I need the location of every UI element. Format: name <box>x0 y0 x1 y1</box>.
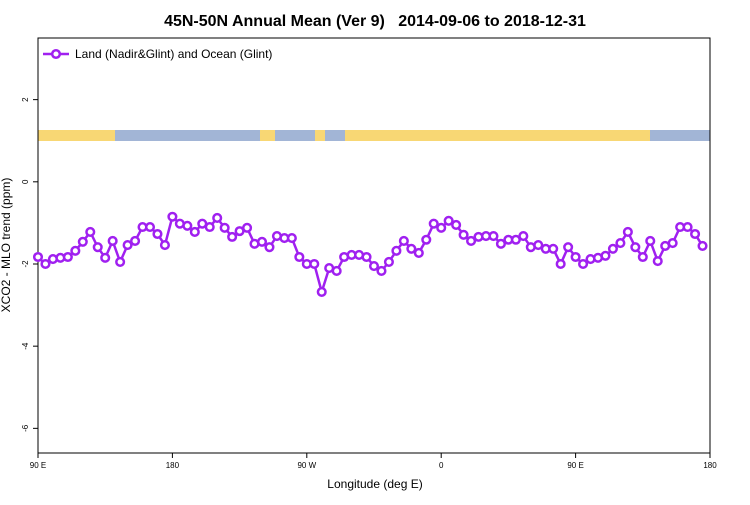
point <box>637 251 648 263</box>
point <box>518 230 529 242</box>
legend-label: Land (Nadir&Glint) and Ocean (Glint) <box>75 47 272 61</box>
point <box>555 258 566 270</box>
point <box>167 211 178 222</box>
point <box>227 231 238 242</box>
point <box>406 243 417 254</box>
y-axis-label: XCO2 - MLO trend (ppm) <box>0 178 13 313</box>
point <box>85 226 96 237</box>
point <box>40 258 51 270</box>
point <box>92 242 103 253</box>
point <box>622 226 633 237</box>
point <box>182 220 193 231</box>
point <box>451 219 462 231</box>
x-tick-label: 0 <box>439 461 444 470</box>
x-tick-label: 90 E <box>30 461 46 470</box>
point <box>391 245 402 256</box>
point <box>130 235 141 247</box>
point <box>309 258 320 270</box>
point <box>682 221 693 233</box>
point <box>466 235 477 247</box>
point <box>107 235 118 247</box>
x-axis-label: Longitude (deg E) <box>327 477 422 491</box>
point <box>152 228 163 240</box>
point <box>264 242 275 253</box>
legend-marker <box>50 48 62 60</box>
point <box>697 240 708 251</box>
point <box>630 242 641 253</box>
point <box>62 251 73 263</box>
point <box>122 240 133 251</box>
point <box>570 251 581 263</box>
point <box>578 258 589 270</box>
point <box>316 286 327 297</box>
point <box>436 222 447 233</box>
y-tick-label: 2 <box>21 97 30 102</box>
point <box>100 252 111 263</box>
point <box>144 221 156 233</box>
y-tick-label: -6 <box>21 424 30 432</box>
plot-frame <box>37 37 711 454</box>
point <box>383 256 394 267</box>
point <box>607 243 618 254</box>
point <box>645 235 656 247</box>
point <box>600 250 611 261</box>
point <box>286 233 297 244</box>
point <box>563 242 574 253</box>
point <box>189 226 200 237</box>
point <box>510 234 521 245</box>
point <box>443 215 454 226</box>
point <box>204 221 215 233</box>
point <box>533 240 544 251</box>
point <box>256 236 268 247</box>
point <box>242 222 253 233</box>
point <box>495 238 506 249</box>
point <box>219 222 230 233</box>
y-tick-label: -4 <box>21 342 30 350</box>
chart-title: 45N-50N Annual Mean (Ver 9) 2014-09-06 t… <box>164 13 586 30</box>
point <box>690 228 701 240</box>
point <box>32 251 44 263</box>
point <box>615 237 626 249</box>
point <box>413 247 424 258</box>
land-ocean-strip <box>38 130 710 141</box>
point <box>115 256 126 267</box>
point <box>652 256 663 267</box>
x-tick-label: 90 E <box>567 461 583 470</box>
point <box>548 243 559 254</box>
point <box>428 218 439 229</box>
point <box>421 234 432 245</box>
x-tick-label: 90 W <box>297 461 316 470</box>
point <box>458 229 469 240</box>
point <box>70 245 81 256</box>
point <box>361 251 372 263</box>
point <box>488 230 499 242</box>
y-tick-label: 0 <box>21 179 30 184</box>
point <box>159 240 170 251</box>
x-tick-label: 180 <box>166 461 180 470</box>
point <box>376 265 387 277</box>
point <box>77 236 88 247</box>
x-tick-label: 180 <box>703 461 717 470</box>
point <box>368 260 380 272</box>
point <box>398 235 409 247</box>
y-tick-label: -2 <box>21 260 30 268</box>
point <box>331 265 342 277</box>
point <box>294 251 305 263</box>
point <box>212 212 223 224</box>
point <box>667 237 678 249</box>
